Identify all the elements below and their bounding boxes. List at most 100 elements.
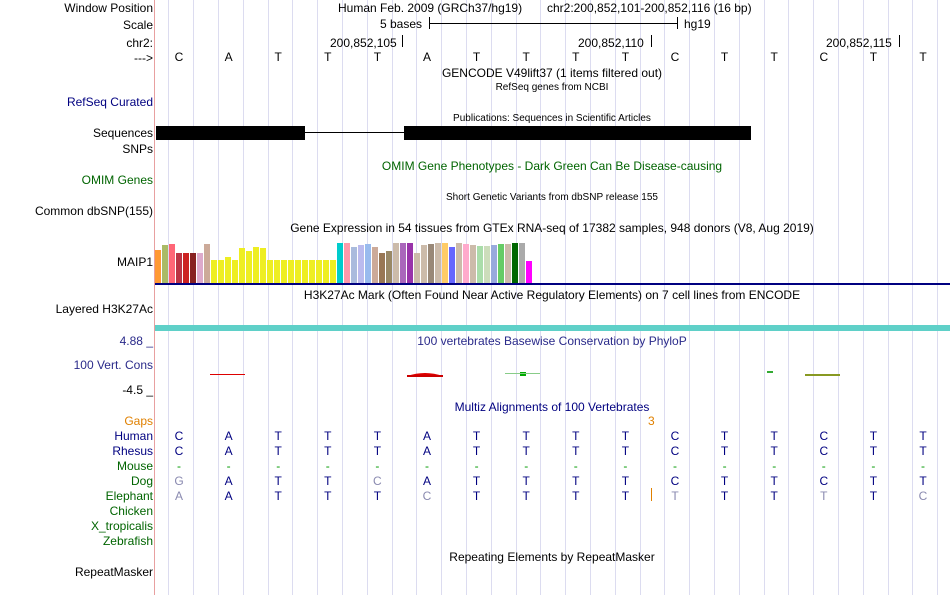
species-label[interactable]: Rhesus — [112, 444, 153, 458]
aligned-base: G — [174, 474, 184, 488]
gtex-tissue-bar[interactable] — [197, 253, 203, 283]
publications-track-title[interactable]: Publications: Sequences in Scientific Ar… — [453, 113, 651, 124]
gridline — [540, 0, 541, 595]
species-label[interactable]: Elephant — [105, 489, 153, 503]
refseq-track-title[interactable]: RefSeq genes from NCBI — [495, 82, 609, 93]
gtex-tissue-bar[interactable] — [435, 243, 441, 283]
gtex-tissue-bar[interactable] — [519, 243, 525, 283]
gtex-tissue-bar[interactable] — [232, 260, 238, 283]
gtex-tissue-bar[interactable] — [246, 251, 252, 283]
h3k27ac-track-title[interactable]: H3K27Ac Mark (Often Found Near Active Re… — [303, 288, 801, 302]
phylop-mark — [767, 371, 773, 373]
gtex-tissue-bar[interactable] — [400, 243, 406, 283]
gtex-tissue-bar[interactable] — [449, 247, 455, 283]
species-label[interactable]: X_tropicalis — [90, 519, 153, 533]
gtex-tissue-bar[interactable] — [428, 244, 434, 283]
dbsnp-track-label[interactable]: Common dbSNP(155) — [34, 204, 153, 218]
gtex-tissue-bar[interactable] — [379, 253, 385, 283]
gtex-tissue-bar[interactable] — [477, 246, 483, 283]
gtex-tissue-bar[interactable] — [323, 260, 329, 283]
snps-track-label[interactable]: SNPs — [122, 142, 153, 156]
gtex-tissue-bar[interactable] — [407, 243, 413, 283]
phylop-track-title[interactable]: 100 vertebrates Basewise Conservation by… — [417, 334, 687, 348]
gtex-track-label[interactable]: MAIP1 — [116, 255, 153, 269]
gridline — [912, 0, 913, 595]
gtex-tissue-bar[interactable] — [176, 253, 182, 283]
species-label[interactable]: Zebrafish — [102, 534, 153, 548]
h3k27ac-track-label[interactable]: Layered H3K27Ac — [55, 302, 153, 316]
gtex-tissue-bar[interactable] — [260, 248, 266, 283]
aligned-base: T — [324, 429, 332, 443]
phylop-track-label[interactable]: 100 Vert. Cons — [73, 358, 153, 372]
aligned-base: T — [373, 444, 382, 458]
gtex-tissue-bar[interactable] — [470, 245, 476, 283]
gtex-tissue-bar[interactable] — [365, 244, 371, 283]
aligned-base: T — [820, 489, 828, 503]
gridline — [813, 0, 814, 595]
dbsnp-track-title[interactable]: Short Genetic Variants from dbSNP releas… — [446, 192, 658, 203]
gtex-tissue-bar[interactable] — [239, 248, 245, 283]
gtex-tissue-bar[interactable] — [183, 253, 189, 283]
phylop-min-label: -4.5 _ — [122, 383, 153, 397]
gtex-tissue-bar[interactable] — [498, 244, 504, 283]
gencode-track-title[interactable]: GENCODE V49lift37 (1 items filtered out) — [441, 66, 663, 80]
gtex-tissue-bar[interactable] — [169, 244, 175, 283]
omim-track-label[interactable]: OMIM Genes — [81, 173, 153, 187]
gtex-tissue-bar[interactable] — [344, 243, 350, 283]
gtex-tissue-bar[interactable] — [526, 261, 532, 283]
gtex-tissue-bar[interactable] — [358, 245, 364, 283]
gtex-tissue-bar[interactable] — [463, 244, 469, 283]
gtex-tissue-bar[interactable] — [204, 244, 210, 283]
gtex-tissue-bar[interactable] — [190, 253, 196, 283]
gtex-tissue-bar[interactable] — [372, 247, 378, 283]
gtex-tissue-bar[interactable] — [484, 246, 490, 283]
gtex-tissue-bar[interactable] — [302, 260, 308, 283]
gtex-tissue-bar[interactable] — [155, 250, 161, 283]
gtex-tissue-bar[interactable] — [414, 253, 420, 283]
repeatmasker-track-title[interactable]: Repeating Elements by RepeatMasker — [449, 550, 655, 564]
gtex-tissue-bar[interactable] — [211, 260, 217, 283]
gtex-tissue-bar[interactable] — [253, 247, 259, 283]
reference-base: T — [919, 50, 927, 64]
gtex-tissue-bar[interactable] — [295, 260, 301, 283]
gtex-tissue-bar[interactable] — [309, 260, 315, 283]
gtex-tissue-bar[interactable] — [274, 260, 280, 283]
species-label[interactable]: Human — [114, 429, 153, 443]
gtex-tissue-bar[interactable] — [281, 260, 287, 283]
gtex-tissue-bar[interactable] — [456, 243, 462, 283]
aligned-base: - — [623, 459, 628, 473]
aligned-base: - — [276, 459, 281, 473]
sequence-block[interactable] — [404, 126, 751, 140]
gtex-tissue-bar[interactable] — [162, 245, 168, 283]
aligned-base: C — [670, 444, 680, 458]
sidebar-separator — [154, 0, 155, 595]
gtex-tissue-bar[interactable] — [421, 245, 427, 283]
gtex-tissue-bar[interactable] — [351, 247, 357, 283]
gtex-tissue-bar[interactable] — [393, 243, 399, 283]
species-label[interactable]: Mouse — [116, 459, 153, 473]
gtex-tissue-bar[interactable] — [442, 243, 448, 283]
gtex-tissue-bar[interactable] — [225, 257, 231, 283]
species-label[interactable]: Dog — [130, 474, 153, 488]
gtex-tissue-bar[interactable] — [386, 251, 392, 283]
gtex-tissue-bar[interactable] — [330, 260, 336, 283]
gtex-tissue-bar[interactable] — [491, 245, 497, 283]
gtex-tissue-bar[interactable] — [512, 243, 518, 283]
repeatmasker-track-label[interactable]: RepeatMasker — [74, 565, 153, 579]
gtex-tissue-bar[interactable] — [288, 260, 294, 283]
gtex-tissue-bar[interactable] — [316, 260, 322, 283]
gridline — [466, 0, 467, 595]
species-label[interactable]: Chicken — [109, 504, 153, 518]
sequence-block[interactable] — [156, 126, 305, 140]
multiz-track-title[interactable]: Multiz Alignments of 100 Vertebrates — [454, 400, 650, 414]
gtex-tissue-bar[interactable] — [505, 244, 511, 283]
refseq-track-label[interactable]: RefSeq Curated — [66, 95, 153, 109]
gridline — [441, 0, 442, 595]
sequences-track-label[interactable]: Sequences — [92, 126, 153, 140]
aligned-base: T — [720, 474, 729, 488]
gtex-tissue-bar[interactable] — [337, 243, 343, 283]
gtex-tissue-bar[interactable] — [218, 260, 224, 283]
gtex-tissue-bar[interactable] — [267, 260, 273, 283]
omim-track-title[interactable]: OMIM Gene Phenotypes - Dark Green Can Be… — [381, 159, 723, 173]
gtex-track-title[interactable]: Gene Expression in 54 tissues from GTEx … — [290, 221, 814, 235]
